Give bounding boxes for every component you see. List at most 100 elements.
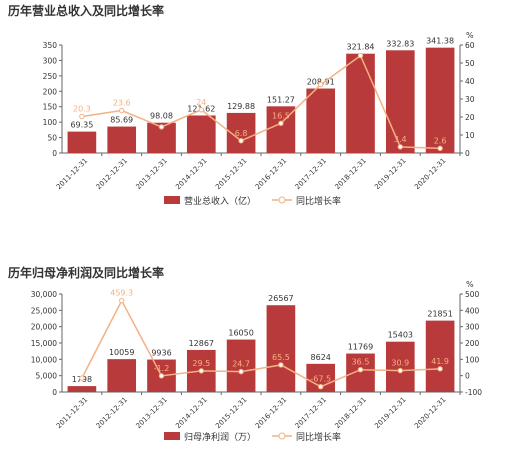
x-tick-label: 2011-12-31 xyxy=(55,157,89,191)
growth-rate-label: 30.9 xyxy=(391,359,409,368)
left-tick-label: 30,000 xyxy=(31,290,57,299)
left-tick-label: 15,000 xyxy=(31,339,57,348)
bar-value-label: 10059 xyxy=(109,348,134,357)
growth-rate-point xyxy=(79,375,85,381)
growth-rate-label: -1.2 xyxy=(154,364,170,373)
legend-bar-swatch xyxy=(164,196,180,204)
bar-value-label: 129.88 xyxy=(227,102,255,111)
growth-rate-label: 24.7 xyxy=(232,360,250,369)
growth-rate-label: 2.6 xyxy=(434,136,447,145)
left-tick-label: 250 xyxy=(43,72,58,81)
growth-rate-point xyxy=(357,52,364,59)
left-tick-label: 100 xyxy=(43,118,58,127)
revenue-chart-svg: 0 50 100 150 200 250 300 350 0 10 20 30 40 50 60% 2011-… xyxy=(43,31,475,207)
left-tick-label: 5,000 xyxy=(36,372,58,381)
bar-value-label: 15403 xyxy=(388,331,413,340)
revenue-chart: 历年营业总收入及同比增长率 0 50 100 150 200 250 300 350 0 10 20… xyxy=(0,0,514,220)
bar xyxy=(266,305,296,392)
left-tick-label: 200 xyxy=(43,87,58,96)
x-tick-label: 2013-12-31 xyxy=(134,396,168,430)
right-tick-label: 30 xyxy=(465,95,475,104)
x-tick-label: 2012-12-31 xyxy=(95,157,129,191)
growth-rate-point xyxy=(357,367,364,373)
bar xyxy=(425,47,455,154)
bar xyxy=(67,131,97,153)
growth-rate-point xyxy=(79,113,85,120)
right-tick-label: 100 xyxy=(465,355,480,364)
bar-value-label: 332.83 xyxy=(386,39,414,48)
right-tick-label: 60 xyxy=(465,41,475,50)
bar-value-label: 12867 xyxy=(189,339,214,348)
right-tick-label: 300 xyxy=(465,323,480,332)
legend-bar-label: 归母净利润（万） xyxy=(184,431,256,443)
bar-value-label: 9936 xyxy=(151,349,171,358)
growth-rate-point xyxy=(437,366,443,372)
growth-rate-label: 41.9 xyxy=(431,357,449,366)
growth-rate-point xyxy=(119,107,125,114)
growth-rate-point xyxy=(278,362,284,368)
legend-line-label: 同比增长率 xyxy=(296,195,341,207)
left-tick-label: 50 xyxy=(47,134,57,143)
bar xyxy=(67,386,97,392)
right-tick-label: 0 xyxy=(465,149,470,158)
growth-rate-label: 24 xyxy=(196,98,206,107)
growth-rate-label: 459.3 xyxy=(110,289,133,298)
bar-value-label: 26567 xyxy=(268,294,293,303)
right-tick-label: 40 xyxy=(465,77,475,86)
bar xyxy=(385,50,415,153)
bar xyxy=(107,359,137,392)
x-tick-label: 2020-12-31 xyxy=(413,157,447,191)
x-tick-label: 2011-12-31 xyxy=(55,396,89,430)
left-tick-label: 300 xyxy=(43,56,58,65)
growth-rate-point xyxy=(397,144,403,150)
growth-rate-point xyxy=(238,368,244,375)
right-tick-label: -100 xyxy=(465,388,482,397)
x-tick-label: 2013-12-31 xyxy=(134,157,168,191)
right-tick-label: 0 xyxy=(465,372,470,381)
left-tick-label: 0 xyxy=(52,149,57,158)
bar-value-label: 85.69 xyxy=(110,116,133,125)
growth-rate-point xyxy=(437,145,443,152)
legend-bar-label: 营业总收入（亿） xyxy=(184,195,256,207)
x-tick-label: 2016-12-31 xyxy=(254,396,288,430)
x-tick-label: 2017-12-31 xyxy=(294,396,328,430)
left-tick-label: 25,000 xyxy=(31,306,57,315)
legend-bar-swatch xyxy=(164,432,180,440)
x-tick-label: 2018-12-31 xyxy=(333,157,367,191)
growth-rate-point xyxy=(397,367,403,374)
bar-value-label: 8624 xyxy=(311,353,331,362)
right-tick-label: 50 xyxy=(465,59,475,68)
bar-value-label: 69.35 xyxy=(70,121,93,130)
right-tick-label: 20 xyxy=(465,113,475,122)
bar xyxy=(226,339,256,392)
chart-title: 历年营业总收入及同比增长率 xyxy=(8,4,165,18)
bar xyxy=(186,115,216,153)
left-tick-label: 150 xyxy=(43,103,58,112)
bar xyxy=(385,341,415,392)
x-tick-label: 2016-12-31 xyxy=(254,157,288,191)
bar xyxy=(107,126,137,153)
x-tick-label: 2020-12-31 xyxy=(413,396,447,430)
right-tick-label: 10 xyxy=(465,131,475,140)
growth-rate-point xyxy=(158,124,165,130)
net-profit-chart: 历年归母净利润及同比增长率 0 5,000 10,000 15,000 20,000 25… xyxy=(0,262,514,447)
legend-line-marker xyxy=(278,196,286,204)
growth-rate-point xyxy=(278,120,284,127)
growth-rate-label: 20.3 xyxy=(73,104,91,113)
bar-value-label: 321.84 xyxy=(347,43,375,52)
net-profit-chart-svg: 0 5,000 10,000 15,000 20,000 25,000 30,000 -100… xyxy=(31,280,482,443)
right-axis-unit: % xyxy=(466,280,474,289)
growth-rate-line xyxy=(81,299,441,388)
growth-rate-label: -67.5 xyxy=(310,375,331,384)
bar-value-label: 11769 xyxy=(348,343,373,352)
x-tick-label: 2017-12-31 xyxy=(294,157,328,191)
left-tick-label: 20,000 xyxy=(31,323,57,332)
growth-rate-point xyxy=(198,368,205,374)
growth-rate-label: 6.8 xyxy=(235,129,248,138)
bar-value-label: 16050 xyxy=(228,329,253,338)
bar-value-label: 341.38 xyxy=(426,37,454,46)
bar xyxy=(306,88,336,153)
bar xyxy=(346,353,375,392)
growth-rate-label: 65.5 xyxy=(272,353,290,362)
left-tick-label: 0 xyxy=(52,388,57,397)
